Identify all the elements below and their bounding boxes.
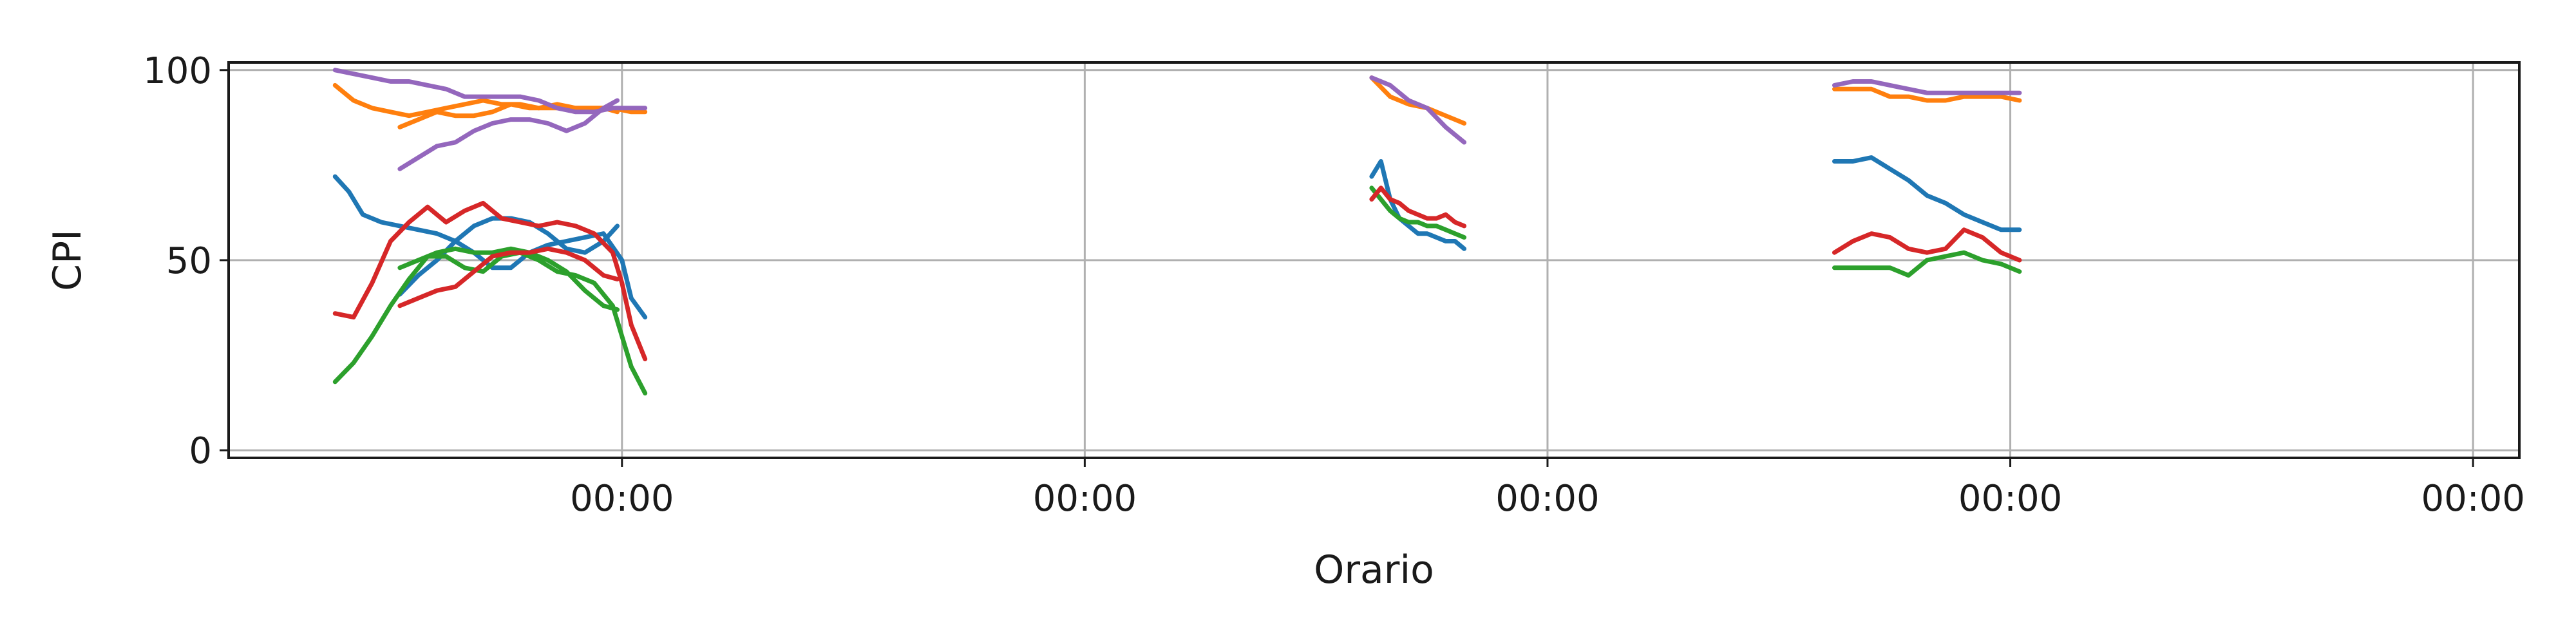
- series-4-line-segment-1: [332, 200, 648, 361]
- series-1-line-segment-1: [332, 174, 648, 320]
- axes: 00:00 00:00 00:00 00:00 00:00 0 50 100: [143, 50, 2525, 520]
- series-4-line-segment-2: [397, 246, 620, 308]
- series-1-line-segment-3: [1369, 159, 1467, 251]
- series-4-line-segment-3: [1369, 185, 1467, 229]
- series-3-line-segment-3: [1369, 185, 1467, 240]
- grid: [229, 62, 2519, 458]
- series-5-line-segment-1: [332, 68, 648, 115]
- y-axis-label: CPI: [45, 229, 90, 291]
- x-tick-label: 00:00: [2421, 478, 2524, 520]
- series-4-line-segment-4: [1832, 227, 2022, 263]
- x-tick-label: 00:00: [1958, 478, 2062, 520]
- series-lines: [332, 68, 2022, 396]
- series-3-line-segment-2: [397, 246, 620, 312]
- series-1-line-segment-4: [1832, 155, 2022, 232]
- series-3-line-segment-4: [1832, 250, 2022, 278]
- y-tick-label: 50: [166, 240, 212, 282]
- x-tick-label: 00:00: [1033, 478, 1137, 520]
- series-5-line-segment-4: [1832, 79, 2022, 95]
- x-tick-label: 00:00: [1495, 478, 1599, 520]
- y-tick-label: 100: [143, 50, 212, 92]
- y-tick-label: 0: [189, 430, 212, 472]
- series-2-line-segment-2: [397, 102, 620, 129]
- series-5-line-segment-2: [397, 98, 620, 171]
- x-tick-label: 00:00: [570, 478, 674, 520]
- series-2-line-segment-4: [1832, 86, 2022, 103]
- x-axis-label: Orario: [1314, 547, 1434, 592]
- series-5-line-segment-3: [1369, 75, 1467, 145]
